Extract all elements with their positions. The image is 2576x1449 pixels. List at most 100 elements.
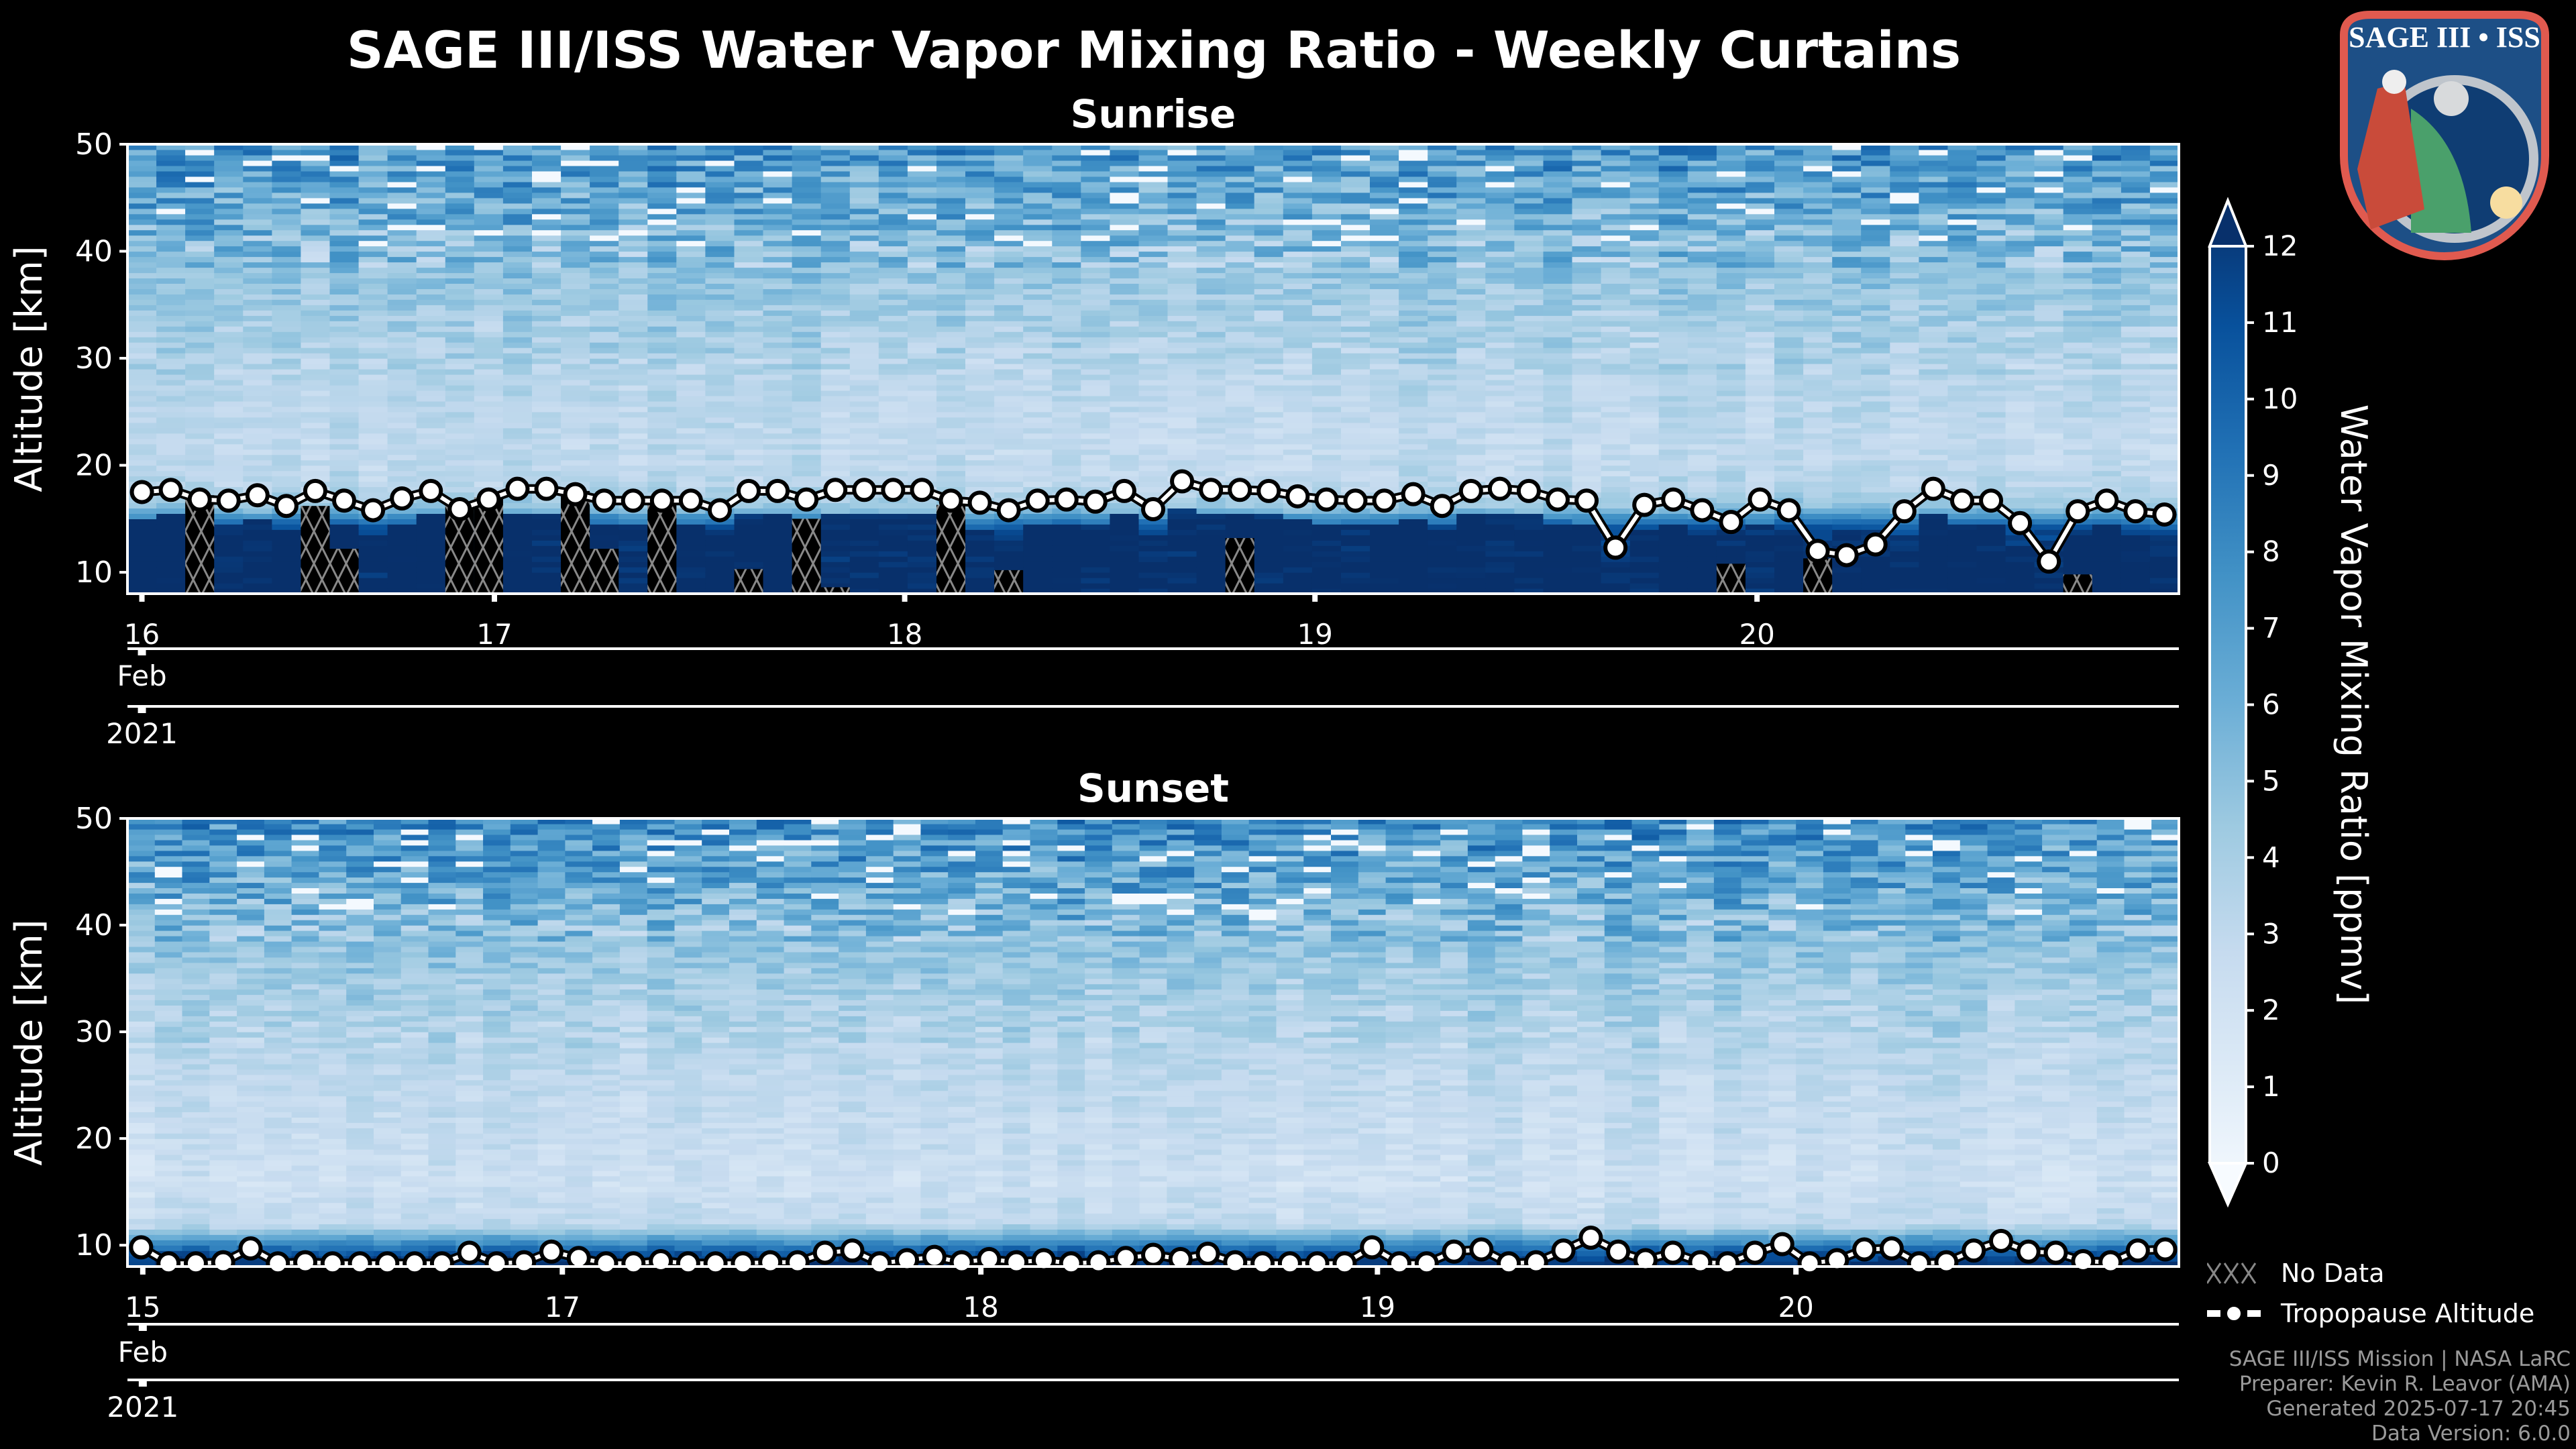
heatmap-cell <box>1370 176 1399 182</box>
heatmap-cell <box>272 438 302 445</box>
heatmap-cell <box>243 294 272 300</box>
heatmap-cell <box>358 192 388 199</box>
heatmap-cell <box>705 465 735 472</box>
heatmap-cell <box>820 181 851 188</box>
heatmap-cell <box>1167 395 1197 402</box>
heatmap-cell <box>1283 208 1313 215</box>
heatmap-cell <box>792 310 822 316</box>
heatmap-cell <box>445 294 475 300</box>
heatmap-cell <box>358 492 388 498</box>
heatmap-cell <box>1485 443 1515 450</box>
heatmap-cell <box>1370 203 1399 209</box>
heatmap-cell <box>1514 229 1544 236</box>
heatmap-cell <box>1687 454 1717 461</box>
heatmap-cell <box>1456 443 1486 450</box>
heatmap-cell <box>907 369 937 375</box>
heatmap-cell <box>1803 299 1833 305</box>
heatmap-cell <box>907 374 937 380</box>
heatmap-cell <box>214 400 244 407</box>
heatmap-cell <box>676 165 706 172</box>
heatmap-cell <box>532 347 561 354</box>
heatmap-cell <box>965 315 995 321</box>
heatmap-cell <box>907 310 937 316</box>
heatmap-cell <box>474 454 504 461</box>
heatmap-cell <box>301 438 331 445</box>
heatmap-cell <box>676 256 706 263</box>
heatmap-cell <box>619 235 648 241</box>
heatmap-cell <box>1399 160 1428 166</box>
heatmap-cell <box>878 278 908 284</box>
heatmap-cell <box>1745 519 1775 525</box>
heatmap-cell <box>1311 556 1342 562</box>
heatmap-cell <box>676 572 706 578</box>
heatmap-cell <box>965 422 995 429</box>
heatmap-cell <box>329 326 360 332</box>
heatmap-cell <box>1687 203 1717 209</box>
heatmap-cell <box>1774 326 1804 332</box>
heatmap-cell <box>1023 411 1053 418</box>
heatmap-cell <box>1485 347 1515 354</box>
heatmap-cell <box>127 400 157 407</box>
heatmap-cell <box>590 150 619 156</box>
heatmap-cell <box>185 417 215 423</box>
heatmap-cell <box>763 545 793 551</box>
heatmap-cell <box>156 310 186 316</box>
heatmap-cell <box>561 427 590 434</box>
heatmap-cell <box>561 192 590 199</box>
heatmap-cell <box>1485 400 1515 407</box>
heatmap-cell <box>590 305 619 311</box>
heatmap-cell <box>1601 481 1631 488</box>
heatmap-cell <box>156 578 186 584</box>
heatmap-cell <box>1052 305 1081 311</box>
heatmap-cell <box>1572 465 1602 472</box>
heatmap-cell <box>965 427 995 434</box>
heatmap-cell <box>1370 331 1399 337</box>
heatmap-cell <box>792 369 822 375</box>
heatmap-cell <box>1283 588 1313 594</box>
heatmap-cell <box>1428 219 1457 225</box>
heatmap-cell <box>1167 299 1197 305</box>
heatmap-cell <box>358 299 388 305</box>
heatmap-cell <box>965 267 995 274</box>
heatmap-cell <box>1283 411 1313 418</box>
heatmap-cell <box>1081 150 1110 156</box>
heatmap-cell <box>590 165 619 172</box>
heatmap-cell <box>1803 481 1833 488</box>
heatmap-cell <box>1803 427 1833 434</box>
heatmap-cell <box>329 465 360 472</box>
heatmap-cell <box>1110 326 1140 332</box>
heatmap-cell <box>1514 545 1544 551</box>
heatmap-cell <box>1514 342 1544 348</box>
heatmap-cell <box>792 224 822 231</box>
heatmap-cell <box>1601 578 1631 584</box>
heatmap-cell <box>1052 364 1081 370</box>
heatmap-cell <box>1485 208 1515 215</box>
heatmap-cell <box>1167 155 1197 161</box>
heatmap-cell <box>1254 519 1284 525</box>
heatmap-cell <box>1138 353 1169 359</box>
heatmap-cell <box>1629 240 1660 247</box>
heatmap-cell <box>1138 417 1169 423</box>
heatmap-cell <box>1399 384 1428 391</box>
heatmap-cell <box>1023 384 1053 391</box>
heatmap-cell <box>1110 529 1140 535</box>
heatmap-cell <box>301 315 331 321</box>
heatmap-cell <box>1167 235 1197 241</box>
heatmap-cell <box>734 508 764 514</box>
heatmap-cell <box>763 240 793 247</box>
heatmap-cell <box>849 288 879 294</box>
heatmap-cell <box>878 267 908 274</box>
heatmap-cell <box>1543 299 1573 305</box>
heatmap-cell <box>185 438 215 445</box>
heatmap-cell <box>1370 380 1399 386</box>
heatmap-cell <box>763 208 793 215</box>
heatmap-cell <box>734 411 764 418</box>
heatmap-cell <box>329 331 360 337</box>
heatmap-cell <box>1196 208 1226 215</box>
heatmap-cell <box>1254 583 1284 589</box>
heatmap-cell <box>1225 364 1255 370</box>
heatmap-cell <box>301 433 331 439</box>
heatmap-cell <box>1514 186 1544 193</box>
heatmap-cell <box>156 278 186 284</box>
heatmap-cell <box>561 213 590 220</box>
